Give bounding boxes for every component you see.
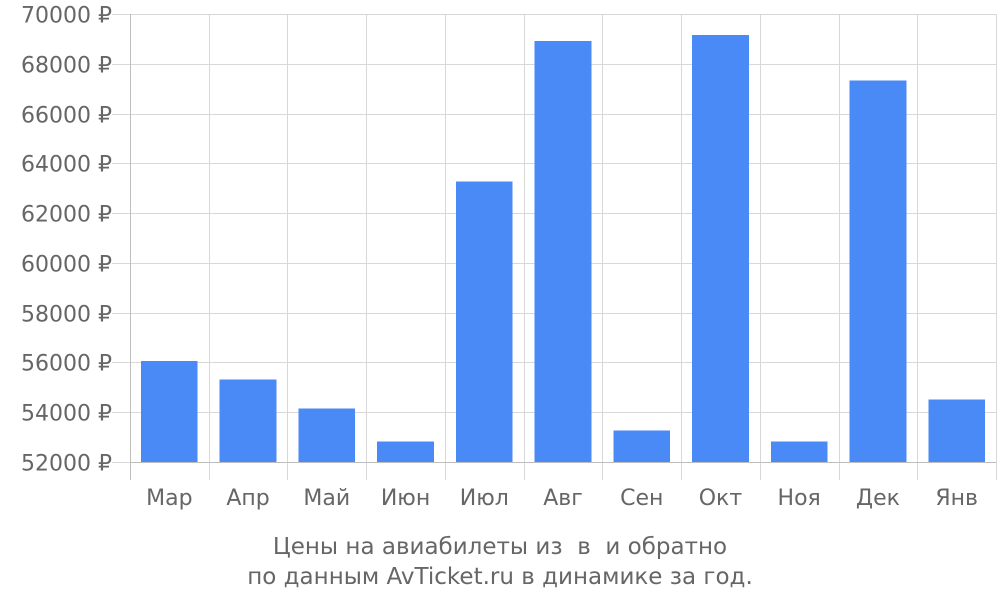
y-tick-label: 58000 ₽ [21,303,112,328]
y-tick-label: 52000 ₽ [21,452,112,477]
bar [692,35,749,463]
x-tick-label: Июн [381,486,430,511]
y-tick-label: 54000 ₽ [21,402,112,427]
bar [613,430,671,462]
bar [219,379,277,462]
bar [141,361,198,462]
chart-caption-line-1: Цены на авиабилеты из в и обратно [272,534,728,560]
y-tick-label: 70000 ₽ [21,4,112,29]
y-axis-tick-labels: 52000 ₽ 54000 ₽ 56000 ₽ 58000 ₽ 60000 ₽ 62000… [21,4,112,477]
x-axis-tick-labels: Мар Апр Май Июн Июл Авг Сен Окт Ноя Дек Янв [146,486,978,511]
axes [129,14,996,480]
y-tick-label: 56000 ₽ [21,352,112,377]
chart-caption-line-2: по данным AvTicket.ru в динамике за год. [247,564,753,590]
x-tick-label: Окт [699,486,743,511]
y-tick-label: 66000 ₽ [21,104,112,129]
bars [141,35,985,463]
bar [770,441,828,462]
bar [298,408,356,462]
x-tick-label: Авг [543,486,583,511]
y-tick-label: 68000 ₽ [21,54,112,79]
x-tick-label: Дек [856,486,900,511]
x-tick-label: Сен [620,486,663,511]
bar [455,181,513,462]
y-tick-label: 60000 ₽ [21,253,112,278]
x-tick-label: Июл [460,486,509,511]
bar [377,441,434,462]
x-tick-label: Май [303,486,350,511]
y-tick-label: 62000 ₽ [21,203,112,228]
bar [928,399,985,462]
bar [534,41,592,463]
x-tick-label: Мар [146,486,192,511]
x-tick-label: Апр [226,486,269,511]
bar [849,80,907,462]
y-tick-label: 64000 ₽ [21,153,112,178]
x-tick-label: Ноя [778,486,821,511]
x-tick-label: Янв [935,486,978,511]
